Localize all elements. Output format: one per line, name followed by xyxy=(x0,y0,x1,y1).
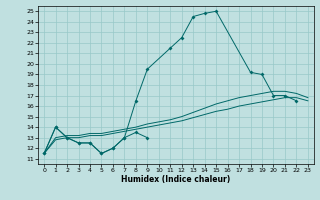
X-axis label: Humidex (Indice chaleur): Humidex (Indice chaleur) xyxy=(121,175,231,184)
